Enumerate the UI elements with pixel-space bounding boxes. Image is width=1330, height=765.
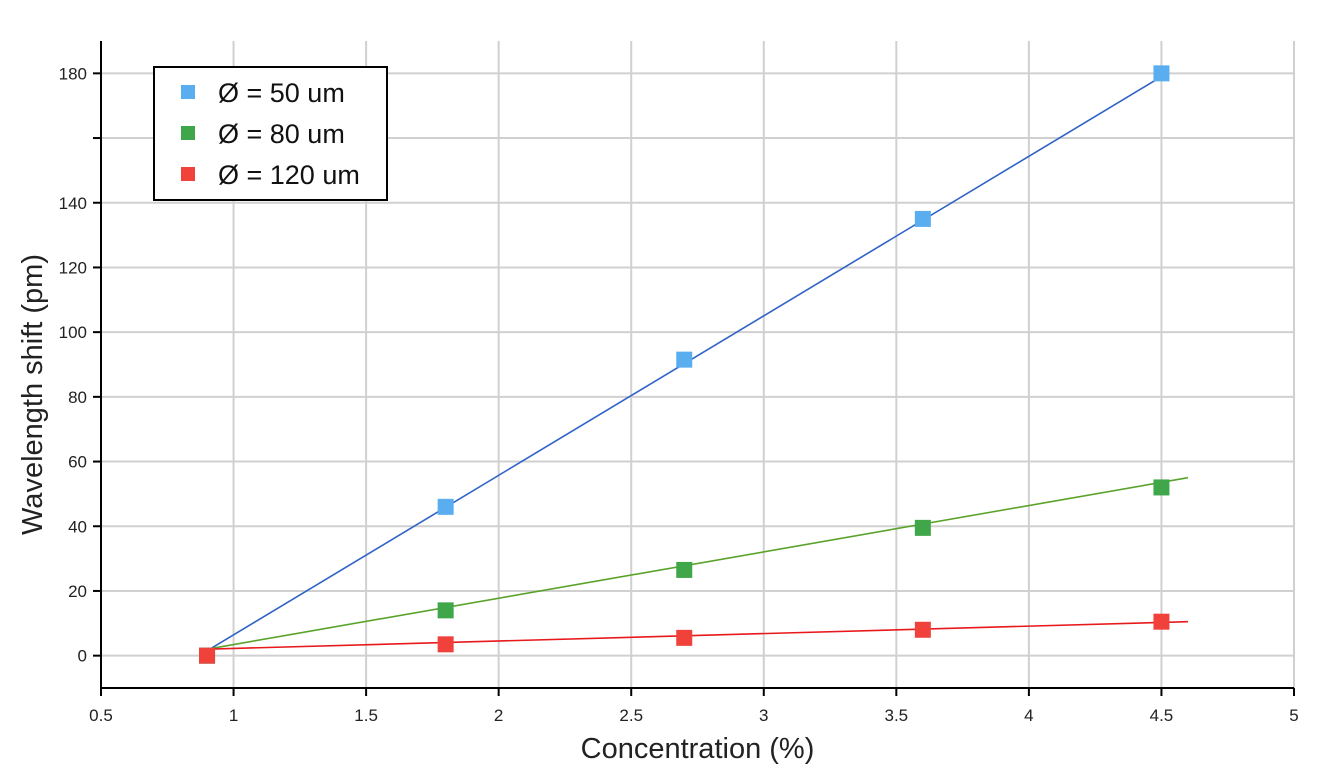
data-point	[199, 647, 216, 664]
y-tick-label: 20	[68, 582, 87, 601]
x-tick-label: 4.5	[1150, 706, 1174, 725]
y-tick-label: 140	[59, 194, 87, 213]
fit-line	[207, 620, 1188, 650]
legend: Ø = 50 um Ø = 80 um Ø = 120 um	[153, 66, 388, 201]
data-point	[1153, 65, 1170, 82]
y-tick-label: 120	[59, 258, 87, 277]
data-point	[437, 602, 454, 619]
y-tick-label: 60	[68, 453, 87, 472]
data-point	[676, 561, 693, 578]
legend-label: Ø = 120 um	[218, 160, 360, 190]
x-tick-label: 3	[759, 706, 768, 725]
legend-marker	[181, 126, 195, 140]
x-tick-label: 4	[1024, 706, 1033, 725]
x-tick-label: 0.5	[89, 706, 113, 725]
legend-marker	[181, 85, 195, 99]
gridlines	[101, 41, 1295, 688]
x-tick-label: 1.5	[354, 706, 378, 725]
fit-line	[206, 476, 1189, 650]
x-tick-label: 1	[229, 706, 238, 725]
legend-marker	[181, 167, 195, 181]
x-tick-label: 2	[494, 706, 503, 725]
axes: 0.5 1 1.5 2 2.5 3 3.5 4 4.5 5 0 20 40 60 80 100 120 140 18…	[59, 41, 1299, 725]
data-point	[1153, 479, 1170, 496]
y-tick-label: 80	[68, 388, 87, 407]
data-point	[437, 498, 454, 515]
x-tick-label: 3.5	[885, 706, 909, 725]
data-point	[676, 629, 693, 646]
data-point	[914, 519, 931, 536]
legend-label: Ø = 50 um	[218, 78, 345, 108]
x-tick-label: 2.5	[619, 706, 643, 725]
data-markers	[199, 65, 1170, 664]
y-tick-label: 0	[78, 647, 87, 666]
data-point	[1153, 613, 1170, 630]
data-point	[676, 351, 693, 368]
data-point	[914, 210, 931, 227]
y-tick-label: 40	[68, 517, 87, 536]
y-tick-label: 180	[59, 64, 87, 83]
x-tick-label: 5	[1289, 706, 1298, 725]
data-point	[437, 636, 454, 653]
legend-label: Ø = 80 um	[218, 119, 345, 149]
y-tick-label: 100	[59, 323, 87, 342]
x-axis-title: Concentration (%)	[581, 733, 815, 765]
data-point	[914, 621, 931, 638]
y-axis-title: Wavelength shift (pm)	[17, 254, 49, 535]
